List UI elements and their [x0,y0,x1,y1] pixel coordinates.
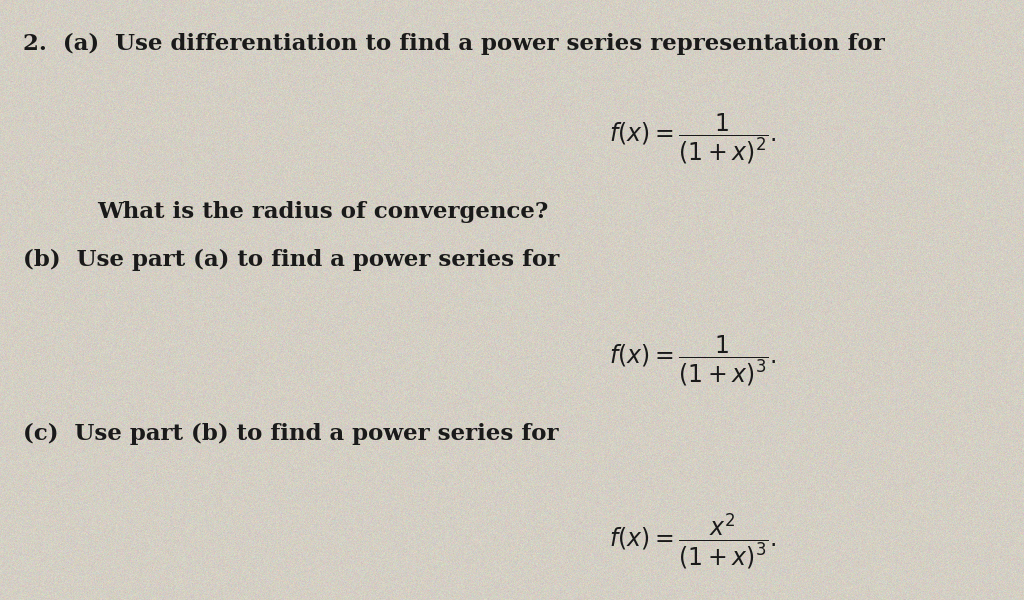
Text: (c)  Use part (b) to find a power series for: (c) Use part (b) to find a power series … [23,423,558,445]
Text: What is the radius of convergence?: What is the radius of convergence? [97,201,549,223]
Text: (b)  Use part (a) to find a power series for: (b) Use part (a) to find a power series … [23,249,559,271]
Text: $f(x) = \dfrac{1}{(1+x)^3}.$: $f(x) = \dfrac{1}{(1+x)^3}.$ [609,333,777,388]
Text: $f(x) = \dfrac{x^2}{(1+x)^3}.$: $f(x) = \dfrac{x^2}{(1+x)^3}.$ [609,511,777,571]
Text: $f(x) = \dfrac{1}{(1+x)^2}.$: $f(x) = \dfrac{1}{(1+x)^2}.$ [609,111,777,166]
Text: 2.  (a)  Use differentiation to find a power series representation for: 2. (a) Use differentiation to find a pow… [23,33,885,55]
